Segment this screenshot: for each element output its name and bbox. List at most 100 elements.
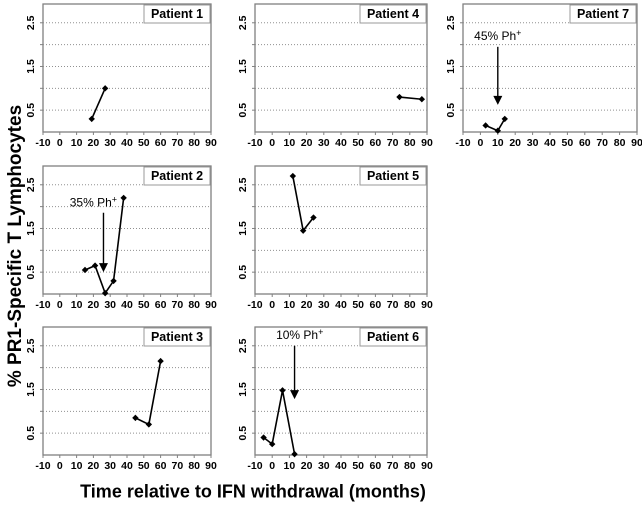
data-point-marker [482,122,489,129]
data-point-marker [101,289,109,297]
x-tick-label: 60 [155,460,167,472]
y-tick-label: 1.5 [237,221,249,236]
x-tick-label: 90 [205,460,217,472]
x-tick-label: 80 [188,460,200,472]
x-tick-label: 0 [269,299,275,311]
x-tick-label: 60 [579,137,591,149]
data-series-line [399,96,422,101]
x-tick-label: 40 [121,137,133,149]
y-tick-label: 1.5 [445,59,457,74]
patient-label-box [143,4,211,24]
x-tick-label: 80 [188,299,200,311]
x-tick-label: 0 [269,137,275,149]
x-tick-label: 80 [188,137,200,149]
x-tick-label: 70 [172,299,184,311]
x-tick-label: 80 [614,137,626,149]
data-point-marker [101,85,109,92]
x-tick-label: 70 [172,460,184,472]
data-point-marker [291,450,298,458]
x-tick-label: 60 [370,137,382,149]
x-tick-label: 20 [301,137,313,149]
y-tick-label: 1.5 [237,382,249,397]
x-tick-label: -10 [35,299,50,311]
y-tick-label: 2.5 [445,15,457,30]
x-tick-label: 90 [205,299,217,311]
x-tick-label: -10 [247,137,262,149]
y-tick-label: 2.5 [25,177,37,192]
x-tick-label: 20 [88,299,100,311]
x-tick-label: 30 [318,299,330,311]
x-tick-label: 50 [138,460,150,472]
x-tick-label: 90 [631,137,642,149]
x-tick-label: 40 [544,137,556,149]
x-tick-label: -10 [35,137,50,149]
data-point-marker [132,414,139,422]
x-tick-label: 20 [301,299,313,311]
data-point-marker [157,357,164,365]
x-tick-label: 50 [352,299,364,311]
x-tick-label: 10 [71,299,83,311]
x-tick-label: 90 [421,137,433,149]
data-series-line [263,390,296,455]
x-tick-label: 10 [284,299,296,311]
data-point-marker [81,266,89,274]
x-tick-label: 10 [284,460,296,472]
x-tick-label: 80 [404,299,416,311]
x-tick-label: 20 [509,137,521,149]
x-tick-label: 40 [335,460,347,472]
x-tick-label: 10 [284,137,296,149]
patient-label-box [143,327,211,347]
ph-annotation-label: 45% Ph+ [474,28,521,43]
y-tick-label: 1.5 [237,59,249,74]
plot-border [42,326,212,456]
chart-patient-7: -10 0 10 20 30 40 50 60 70 80 90 0.5 1.5 2.5 45% Ph+ Pa… [445,3,642,149]
y-tick-label: 0.5 [237,265,249,280]
ph-annotation-label: 35% Ph+ [70,194,117,209]
data-point-marker [289,172,297,180]
x-tick-label: -10 [455,137,470,149]
x-tick-label: 0 [57,137,63,149]
y-tick-label: 0.5 [237,426,249,441]
plot-border [254,165,428,295]
chart-patient-3: -10 0 10 20 30 40 50 60 70 80 90 0.5 1.5 2.5 Patient 3 [25,326,217,472]
y-tick-label: 0.5 [25,103,37,118]
annotation-arrowhead [493,95,503,105]
x-tick-label: 40 [121,460,133,472]
x-tick-label: 30 [104,299,116,311]
x-tick-label: 60 [370,460,382,472]
x-tick-label: 50 [562,137,574,149]
y-tick-label: 0.5 [445,103,457,118]
x-tick-label: 10 [71,460,83,472]
patient-label: Patient 3 [151,330,203,344]
x-tick-label: 30 [104,460,116,472]
x-tick-label: -10 [247,299,262,311]
patient-label: Patient 5 [367,169,419,183]
y-tick-label: 2.5 [237,177,249,192]
x-tick-label: 70 [387,299,399,311]
y-tick-label: 1.5 [25,221,37,236]
data-point-marker [279,387,286,394]
chart-patient-6: -10 0 10 20 30 40 50 60 70 80 90 0.5 1.5 2.5 10% Ph+ Pa… [237,326,433,472]
x-tick-label: 70 [172,137,184,149]
y-tick-label: 2.5 [237,15,249,30]
x-tick-label: 60 [155,137,167,149]
y-tick-label: 1.5 [25,382,37,397]
data-point-marker [260,434,267,441]
patient-label-box [143,166,211,186]
x-tick-label: 70 [596,137,608,149]
data-point-marker [501,115,508,123]
data-point-marker [110,277,117,285]
patient-label: Patient 6 [367,330,419,344]
data-series-line [90,87,106,120]
x-tick-label: 0 [269,460,275,472]
patient-label-box [359,166,427,186]
x-tick-label: 50 [138,299,150,311]
x-tick-label: 70 [387,137,399,149]
y-tick-label: 1.5 [25,59,37,74]
x-tick-label: 50 [352,137,364,149]
patient-label: Patient 7 [577,7,629,21]
y-tick-label: 2.5 [25,15,37,30]
plot-border [42,3,212,133]
chart-patient-4: -10 0 10 20 30 40 50 60 70 80 90 0.5 1.5 2.5 Patient 4 [237,3,433,149]
